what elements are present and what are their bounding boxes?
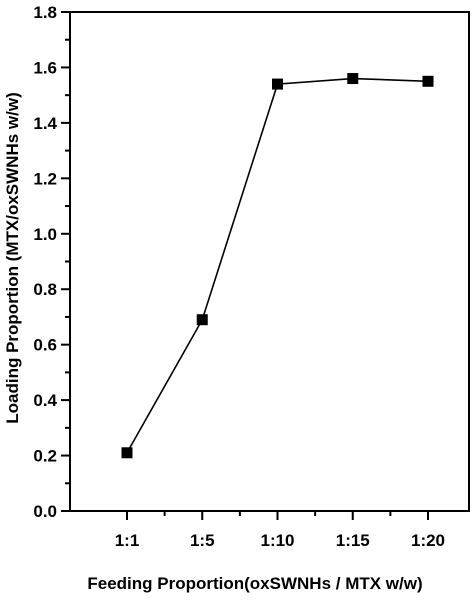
x-tick-label: 1:5 xyxy=(190,531,215,550)
x-axis: 1:1 1:5 1:10 1:15 1:20 xyxy=(115,511,445,550)
series-line xyxy=(126,77,429,454)
y-tick-label: 1.4 xyxy=(33,114,57,133)
y-tick-label: 1.2 xyxy=(33,169,57,188)
y-tick-label: 0.6 xyxy=(33,336,57,355)
y-tick-label: 0.8 xyxy=(33,280,57,299)
plot-frame xyxy=(69,11,470,512)
data-point-marker xyxy=(347,73,359,85)
y-axis: 0.0 0.2 0.4 0.6 0.8 1.0 1.2 1.4 1.6 1.8 xyxy=(33,3,70,521)
x-tick-label: 1:1 xyxy=(115,531,140,550)
x-tick-label: 1:20 xyxy=(411,531,445,550)
y-tick-label: 1.8 xyxy=(33,3,57,22)
data-point-marker xyxy=(121,447,133,459)
y-tick-label: 0.0 xyxy=(33,502,57,521)
x-tick-label: 1:15 xyxy=(336,531,370,550)
data-point-marker xyxy=(272,78,283,90)
data-point-marker xyxy=(196,314,208,326)
x-axis-title: Feeding Proportion(oxSWNHs / MTX w/w) xyxy=(87,574,422,593)
y-axis-title: Loading Proportion (MTX/oxSWNHs w/w) xyxy=(3,92,22,423)
series-layer xyxy=(121,73,434,459)
y-tick-label: 1.0 xyxy=(33,225,57,244)
plot-border xyxy=(69,11,470,512)
x-tick-label: 1:10 xyxy=(260,531,294,550)
y-tick-label: 1.6 xyxy=(33,58,57,77)
y-tick-label: 0.2 xyxy=(33,447,57,466)
y-tick-label: 0.4 xyxy=(33,391,57,410)
data-point-marker xyxy=(422,75,434,87)
